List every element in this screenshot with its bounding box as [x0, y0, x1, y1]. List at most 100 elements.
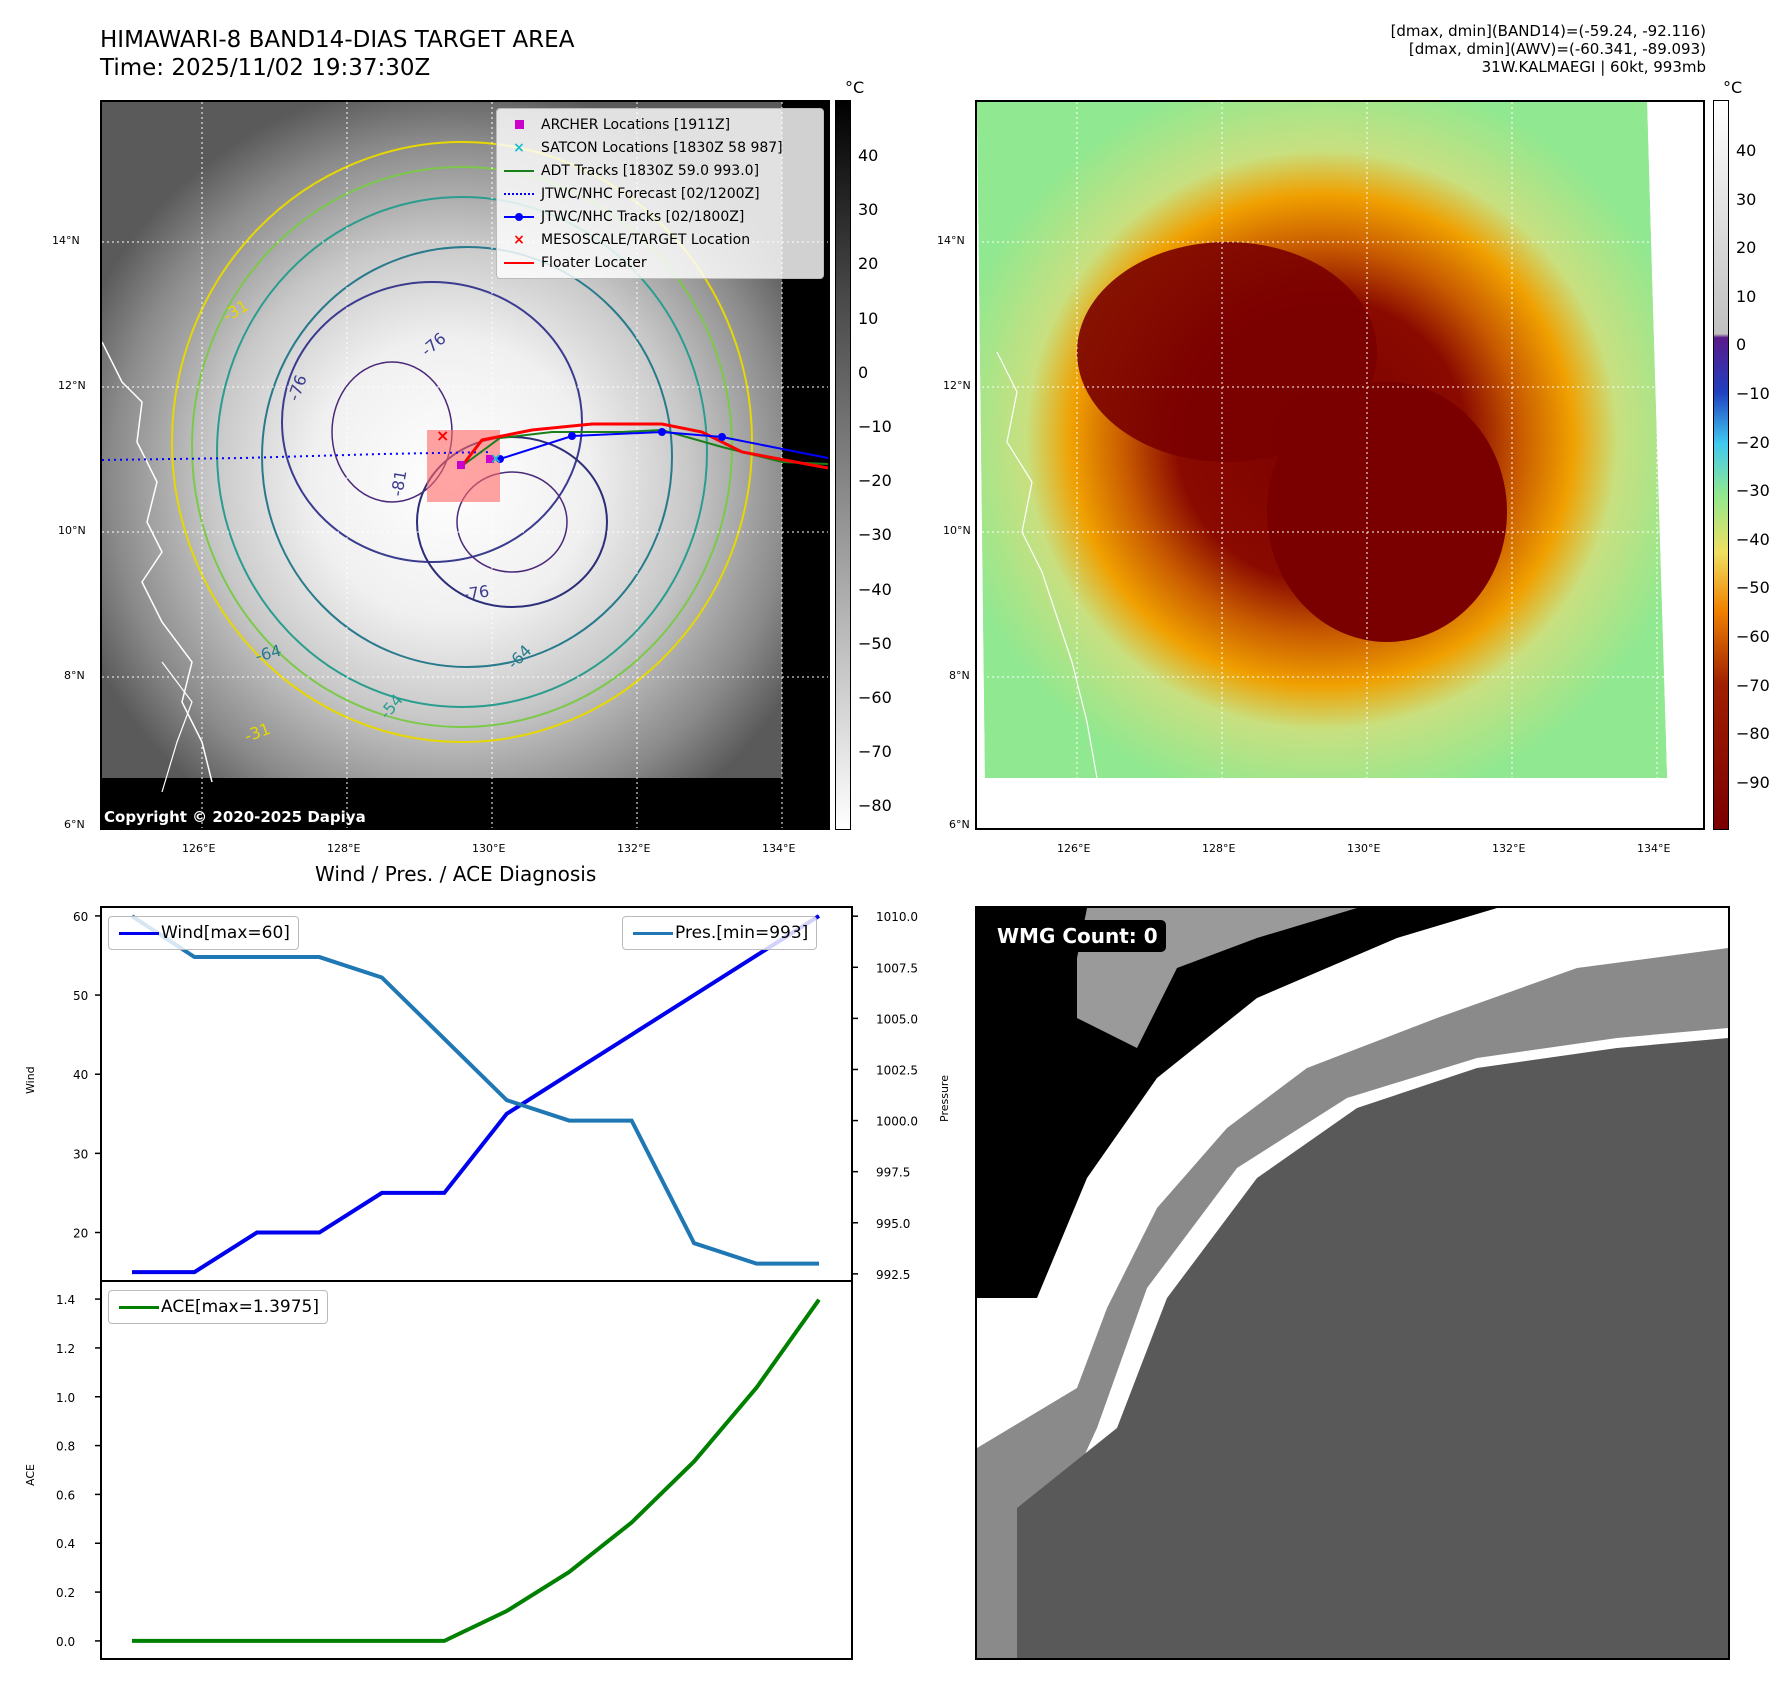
legend-item-adt: ADT Tracks [1830Z 59.0 993.0] — [497, 159, 823, 182]
ir-colorbar-unit: °C — [845, 78, 865, 97]
ace-axis-label: ACE — [24, 1464, 37, 1486]
colorbar-tick-label: 40 — [858, 146, 879, 165]
lat-label: 10°N — [943, 524, 971, 537]
colorbar-tick-label: −20 — [858, 471, 892, 491]
ace-tick-label: 1.2 — [56, 1342, 75, 1356]
svg-text:×: × — [436, 426, 449, 445]
lon-label: 126°E — [1057, 842, 1091, 855]
wmg-svg — [977, 908, 1728, 1658]
ir-map-panel: × × -76 -76 -81 -76 -64 -64 -54 -31 -31 … — [100, 100, 830, 830]
colorbar-tick-label: −60 — [1736, 627, 1770, 646]
diagnosis-title: Wind / Pres. / ACE Diagnosis — [315, 862, 597, 886]
copyright-text: Copyright © 2020-2025 Dapiya — [104, 808, 366, 826]
colorbar-tick-label: 20 — [858, 254, 879, 274]
map-legend: ARCHER Locations [1911Z] × SATCON Locatio… — [496, 108, 824, 279]
colorbar-tick-label: −40 — [1736, 529, 1770, 549]
line-icon — [497, 261, 541, 264]
lon-label: 134°E — [1637, 842, 1671, 855]
lon-label: 128°E — [327, 842, 361, 855]
wind-axis-label: Wind — [24, 1066, 37, 1094]
ace-tick-label: 0.8 — [56, 1440, 75, 1454]
colorbar-tick-label: 10 — [858, 308, 879, 328]
contour-label: -76 — [462, 582, 491, 604]
ace-tick-label: 0.6 — [56, 1488, 75, 1502]
legend-item-forecast: JTWC/NHC Forecast [02/1200Z] — [497, 182, 823, 205]
line-dot-icon — [497, 212, 541, 221]
legend-item-satcon: × SATCON Locations [1830Z 58 987] — [497, 136, 823, 159]
colorbar-tick-label: 30 — [858, 200, 879, 220]
x-marker-icon: × — [513, 231, 525, 248]
colorbar-tick-label: −30 — [1736, 481, 1770, 501]
storm-info: [dmax, dmin](BAND14)=(-59.24, -92.116) [… — [1391, 22, 1706, 76]
lon-label: 126°E — [182, 842, 216, 855]
colorbar-tick-label: −80 — [1736, 724, 1770, 744]
lat-label: 8°N — [64, 669, 85, 682]
colorbar-tick-label: 0 — [1736, 335, 1747, 355]
colorbar-tick-label: −70 — [858, 742, 892, 762]
colorbar-tick-label: −40 — [858, 579, 892, 599]
colorbar-tick-label: 10 — [1736, 286, 1757, 306]
wind-series-line — [132, 914, 821, 1275]
ir-colorbar — [835, 100, 851, 830]
line-icon — [497, 169, 541, 172]
colorbar-tick-label: 30 — [1736, 189, 1757, 209]
wmg-panel: WMG Count: 0 — [975, 906, 1730, 1660]
pressure-tick-label: 1010.0 — [876, 910, 918, 924]
chart-title: HIMAWARI-8 BAND14-DIAS TARGET AREA Time:… — [100, 26, 574, 82]
svg-text:×: × — [490, 451, 502, 467]
colorbar-tick-label: −10 — [858, 417, 892, 436]
colorbar-tick-label: −80 — [858, 796, 892, 816]
square-marker-icon — [497, 120, 541, 129]
wind-legend: Wind[max=60] — [108, 916, 299, 950]
wind-tick-label: 60 — [73, 910, 88, 924]
wind-tick-label: 40 — [73, 1068, 88, 1082]
pressure-tick-label: 1007.5 — [876, 961, 918, 975]
ace-tick-label: 0.0 — [56, 1635, 75, 1649]
colorbar-tick-label: 20 — [1736, 238, 1757, 258]
awv-colorbar — [1713, 100, 1729, 830]
info-storm: 31W.KALMAEGI | 60kt, 993mb — [1481, 58, 1706, 76]
lat-label: 12°N — [943, 379, 971, 392]
colorbar-tick-label: −70 — [1736, 675, 1770, 695]
contour-label: -81 — [387, 469, 410, 498]
lat-label: 14°N — [937, 234, 965, 247]
ace-legend: ACE[max=1.3975] — [108, 1290, 328, 1324]
awv-map-panel — [975, 100, 1705, 830]
ace-tick-label: 1.4 — [56, 1293, 75, 1307]
pressure-tick-label: 992.5 — [876, 1268, 910, 1282]
title-line-2: Time: 2025/11/02 19:37:30Z — [100, 55, 431, 81]
colorbar-tick-label: −30 — [858, 525, 892, 545]
lat-label: 12°N — [58, 379, 86, 392]
lon-label: 128°E — [1202, 842, 1236, 855]
legend-item-floater: Floater Locater — [497, 251, 823, 274]
info-band14: [dmax, dmin](BAND14)=(-59.24, -92.116) — [1390, 22, 1706, 40]
pressure-series-line — [130, 914, 819, 1266]
wmg-count-label: WMG Count: 0 — [989, 920, 1166, 952]
colorbar-tick-label: 40 — [1736, 141, 1757, 160]
ace-series-line — [132, 1298, 821, 1643]
pressure-legend: Pres.[min=993] — [622, 916, 818, 950]
lat-label: 6°N — [64, 818, 85, 831]
lon-label: 130°E — [1347, 842, 1381, 855]
lon-label: 132°E — [1492, 842, 1526, 855]
lon-label: 134°E — [762, 842, 796, 855]
colorbar-tick-label: −50 — [858, 633, 892, 653]
lat-label: 14°N — [52, 234, 80, 247]
wind-tick-label: 30 — [73, 1147, 88, 1161]
dotted-line-icon — [497, 192, 541, 195]
ace-line-icon — [117, 1305, 161, 1309]
lat-label: 8°N — [949, 669, 970, 682]
ace-tick-label: 0.2 — [56, 1586, 75, 1600]
legend-item-target: × MESOSCALE/TARGET Location — [497, 228, 823, 251]
wind-tick-label: 50 — [73, 989, 88, 1003]
title-line-1: HIMAWARI-8 BAND14-DIAS TARGET AREA — [100, 27, 575, 53]
colorbar-tick-label: 0 — [858, 362, 869, 382]
colorbar-tick-label: −10 — [1736, 384, 1770, 403]
wind-tick-label: 20 — [73, 1227, 88, 1241]
legend-item-archer: ARCHER Locations [1911Z] — [497, 113, 823, 136]
lat-label: 6°N — [949, 818, 970, 831]
awv-map-svg — [977, 102, 1703, 828]
x-marker-icon: × — [513, 139, 525, 156]
lon-label: 132°E — [617, 842, 651, 855]
pressure-tick-label: 997.5 — [876, 1166, 910, 1180]
